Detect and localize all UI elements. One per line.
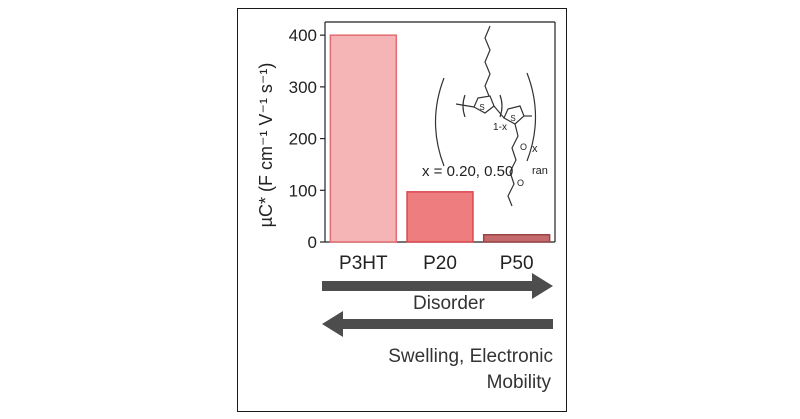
trend-arrows: Disorder Swelling, Electronic Mobility <box>322 273 553 393</box>
y-tick-label: 200 <box>289 130 317 149</box>
bars <box>329 34 551 243</box>
y-tick-label: 0 <box>308 233 317 252</box>
atom-o-2: O <box>517 178 524 188</box>
bar-p3ht <box>329 34 398 243</box>
atom-s-1: S <box>479 103 484 112</box>
y-tick-label: 400 <box>289 26 317 45</box>
disorder-label: Disorder <box>413 293 485 314</box>
x-ticks: P3HT P20 P50 <box>339 253 534 274</box>
structure-labels: S S 1-x x O O ran x = 0.20, 0.50 <box>422 103 548 188</box>
bracket-outer-left <box>434 77 445 167</box>
swelling-label-line1: Swelling, Electronic <box>388 346 553 367</box>
thiophene-ring-1 <box>473 95 495 114</box>
x-tick-label-p20: P20 <box>423 253 457 274</box>
y-ticks: 0 100 200 300 400 <box>289 26 325 252</box>
bar-p50 <box>482 234 551 243</box>
glycol-side-chain <box>507 123 519 207</box>
y-axis-label: µC* (F cm⁻¹ V⁻¹ s⁻¹) <box>256 63 276 228</box>
atom-o-1: O <box>520 142 527 152</box>
bracket-inner-right <box>499 94 503 118</box>
subscript-ran: ran <box>532 165 548 177</box>
thiophene-ring-2 <box>503 105 525 125</box>
disorder-arrow <box>322 273 553 299</box>
subscript-x: x <box>532 143 538 155</box>
y-tick-label: 300 <box>289 78 317 97</box>
x-tick-label-p50: P50 <box>500 253 534 274</box>
swelling-label-line2: Mobility <box>487 372 552 393</box>
bracket-inner-left <box>462 94 466 118</box>
polymer-structure-drawing <box>434 25 537 207</box>
composition-label: x = 0.20, 0.50 <box>422 163 513 180</box>
subscript-1-x: 1-x <box>493 122 507 133</box>
x-tick-label-p3ht: P3HT <box>339 253 388 274</box>
bracket-outer-right <box>526 72 537 162</box>
bar-p20 <box>406 191 474 243</box>
backbone-bond-left <box>455 103 475 108</box>
y-tick-label: 100 <box>289 181 317 200</box>
backbone-bond-mid <box>493 105 505 119</box>
swelling-mobility-arrow <box>322 311 553 337</box>
atom-s-2: S <box>510 114 515 123</box>
figure-frame <box>237 8 567 412</box>
hexyl-side-chain <box>484 25 491 97</box>
